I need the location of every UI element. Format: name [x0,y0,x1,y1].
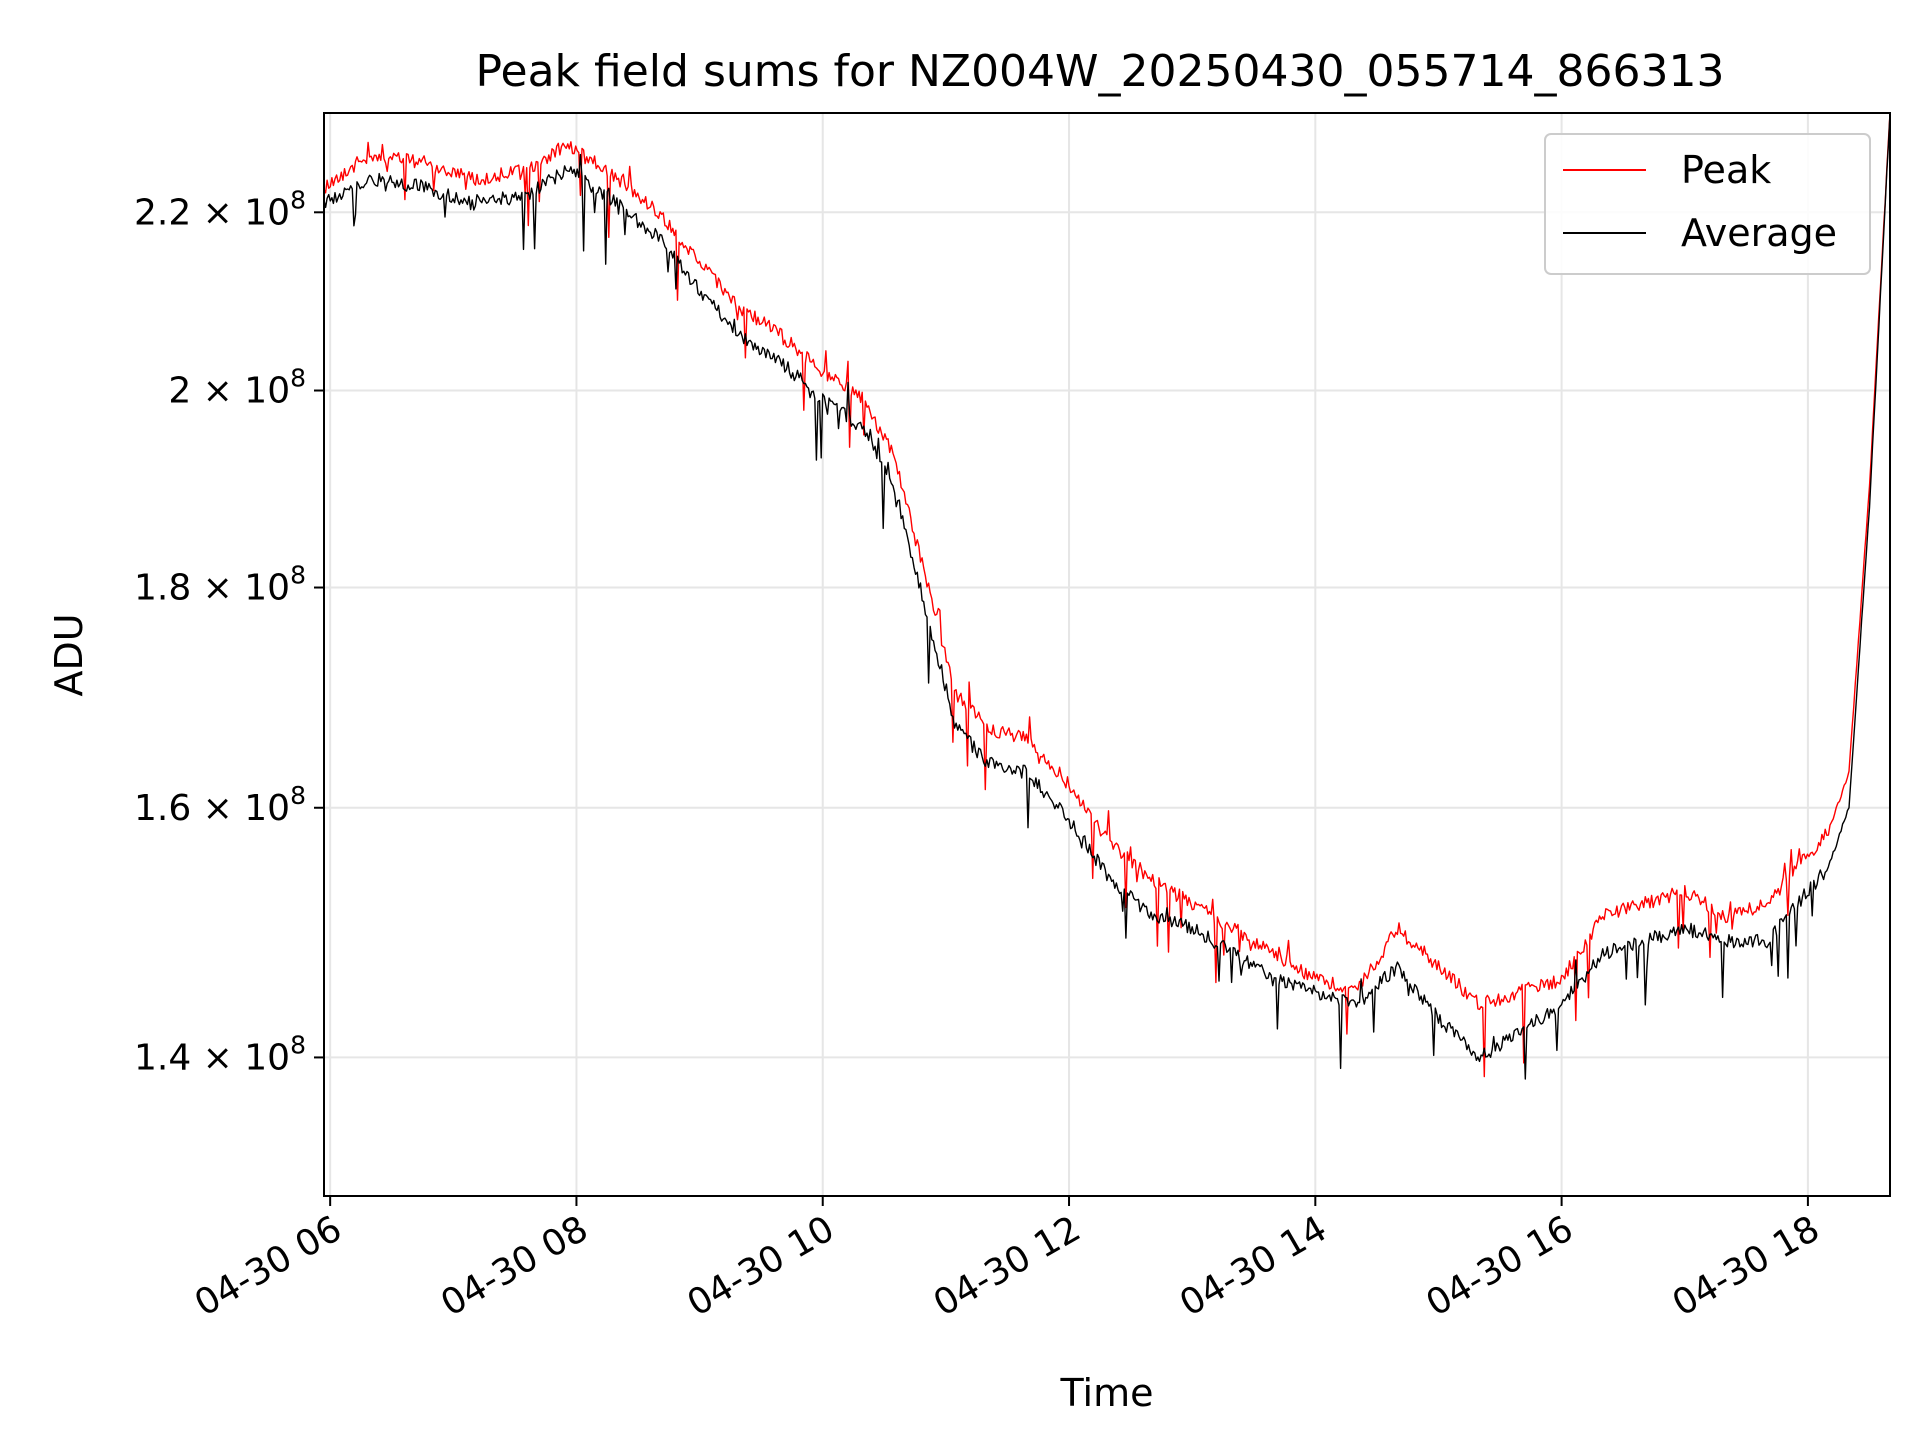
y-tick-label: 2.2 × 108 [134,185,306,233]
grid [324,113,1890,1196]
y-tick-label: 1.4 × 108 [134,1030,306,1078]
series-line-average [323,112,1891,1080]
legend-label-peak: Peak [1681,148,1771,192]
legend-label-average: Average [1681,211,1837,255]
y-axis: 1.4 × 108 1.6 × 108 1.8 × 108 2 × 108 2.2 × … [134,185,324,1078]
y-tick-label: 1.8 × 108 [134,561,306,609]
y-tick-label: 1.6 × 108 [134,781,306,829]
plot-frame [323,112,1891,1197]
legend: Peak Average [1544,133,1871,275]
chart-title: Peak field sums for NZ004W_20250430_0557… [476,46,1725,97]
x-axis-label: Time [1060,1371,1154,1415]
series-layer [323,112,1891,1080]
y-axis-label: ADU [47,613,91,696]
y-tick-label: 2 × 108 [168,364,306,412]
series-line-peak [323,112,1891,1078]
